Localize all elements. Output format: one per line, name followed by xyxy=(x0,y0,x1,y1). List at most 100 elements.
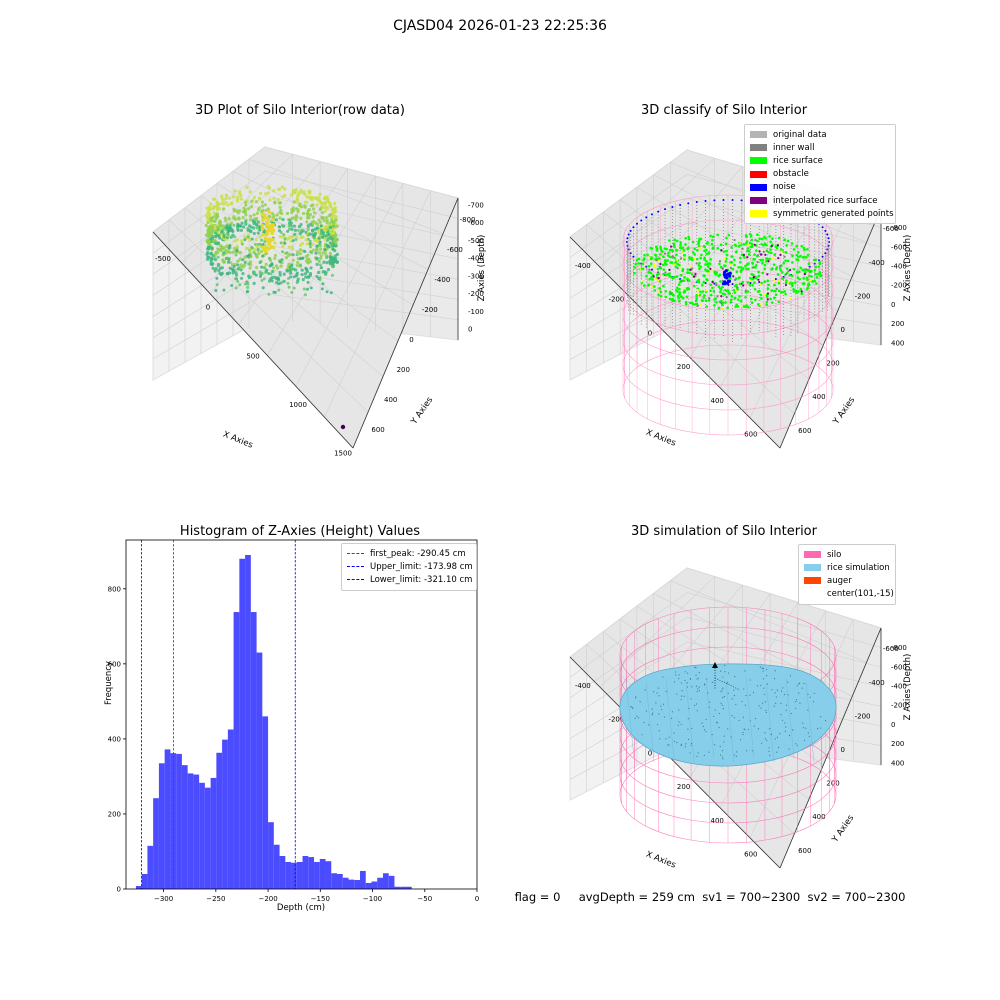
surface-mesh-point xyxy=(678,674,680,676)
rice-surface-point xyxy=(698,261,701,265)
legend-label: rice simulation xyxy=(827,562,890,573)
histogram-bar xyxy=(348,879,355,889)
raw-point xyxy=(318,240,322,244)
center-arrow-icon xyxy=(712,662,718,668)
raw-point xyxy=(233,189,237,193)
raw-outlier-point xyxy=(340,424,346,430)
rice-surface-point xyxy=(682,279,686,282)
classified-point xyxy=(734,289,738,293)
surface-mesh-point xyxy=(759,666,761,668)
rice-surface-point xyxy=(712,290,716,293)
raw-point xyxy=(285,251,289,255)
raw-point xyxy=(334,241,338,246)
classified-point xyxy=(760,253,763,256)
rice-surface-point xyxy=(777,289,781,293)
classified-point xyxy=(696,288,699,292)
cls-grid-line xyxy=(586,224,795,414)
raw-grid-line xyxy=(295,183,404,387)
surface-mesh-point xyxy=(671,711,673,713)
rice-surface-point xyxy=(641,262,645,266)
rice-surface-point xyxy=(738,282,742,286)
rice-surface-point xyxy=(693,253,696,256)
rice-surface-point xyxy=(670,298,674,302)
rice-surface-point xyxy=(741,280,745,284)
noise-point xyxy=(671,205,674,208)
rice-surface-point xyxy=(690,258,694,262)
rice-surface-point xyxy=(731,267,735,271)
rice-surface-point xyxy=(699,265,703,269)
rice-surface-point xyxy=(724,260,728,263)
rice-surface-point xyxy=(711,235,715,239)
raw-point xyxy=(240,221,244,225)
legend-label: noise xyxy=(773,182,796,193)
noise-point xyxy=(808,265,811,268)
rice-surface-point xyxy=(813,268,817,272)
classified-point xyxy=(732,275,735,278)
rice-surface-point xyxy=(721,285,724,289)
histogram-bar xyxy=(245,555,251,889)
rice-surface-point xyxy=(792,248,796,251)
raw-point xyxy=(257,196,261,200)
raw-point xyxy=(257,251,261,256)
rice-surface-point xyxy=(777,236,781,240)
raw-point xyxy=(312,236,316,240)
surface-mesh-point xyxy=(687,738,690,741)
raw-point xyxy=(248,248,252,252)
surface-mesh-point xyxy=(782,687,784,689)
legend-swatch xyxy=(804,591,821,598)
raw-point xyxy=(228,225,232,229)
rice-surface-point xyxy=(728,292,732,295)
rice-surface-point xyxy=(729,301,733,304)
legend-item: original data xyxy=(750,128,890,141)
rice-surface-point xyxy=(806,286,809,290)
raw-point xyxy=(273,253,278,258)
raw-point xyxy=(219,249,223,253)
raw-point xyxy=(295,271,299,275)
rice-surface-point xyxy=(770,301,774,304)
rice-surface-point xyxy=(708,262,712,265)
rice-surface-point xyxy=(745,267,748,271)
rice-surface-point xyxy=(717,285,721,288)
y-tick-label: 800 xyxy=(108,585,121,593)
surface-mesh-point xyxy=(693,704,696,707)
classified-point xyxy=(784,273,788,276)
surface-mesh-point xyxy=(691,727,693,730)
rice-surface-point xyxy=(637,262,641,265)
rice-surface-point xyxy=(799,287,803,291)
raw-point xyxy=(246,285,250,289)
noise-point xyxy=(627,248,630,251)
cls-y-tick-label: 600 xyxy=(798,427,811,435)
classified-point xyxy=(759,283,762,286)
classified-point xyxy=(659,262,662,266)
rice-surface-point xyxy=(726,306,729,310)
classified-point xyxy=(711,281,714,284)
rice-surface-point xyxy=(693,247,696,251)
raw-point xyxy=(321,232,325,236)
raw-x-tick-label: 0 xyxy=(206,304,210,312)
rice-surface-point xyxy=(764,237,767,240)
rice-surface-point xyxy=(756,239,759,243)
classified-point xyxy=(670,292,673,295)
surface-mesh-point xyxy=(720,670,722,672)
classified-point xyxy=(682,286,685,289)
classified-point xyxy=(767,260,770,263)
rice-surface-point xyxy=(723,292,727,296)
legend-item: silo xyxy=(804,548,890,561)
raw-point xyxy=(246,282,250,286)
rice-surface-point xyxy=(757,270,760,274)
rice-surface-point xyxy=(687,279,691,282)
rice-surface-point xyxy=(766,279,769,283)
surface-mesh-point xyxy=(673,732,675,734)
rice-surface-point xyxy=(721,301,725,305)
histogram-bar xyxy=(239,558,246,889)
raw-point xyxy=(326,237,330,241)
rice-surface-point xyxy=(679,246,683,250)
cls-y-axis-label: Y Axies xyxy=(831,395,858,427)
surface-mesh-point xyxy=(680,682,683,684)
raw-point xyxy=(222,207,226,211)
surface-mesh-point xyxy=(790,712,793,715)
raw-z-tick-label: -700 xyxy=(468,201,484,209)
surface-mesh-point xyxy=(762,667,765,670)
surface-mesh-point xyxy=(703,754,705,756)
raw-point xyxy=(224,193,229,197)
